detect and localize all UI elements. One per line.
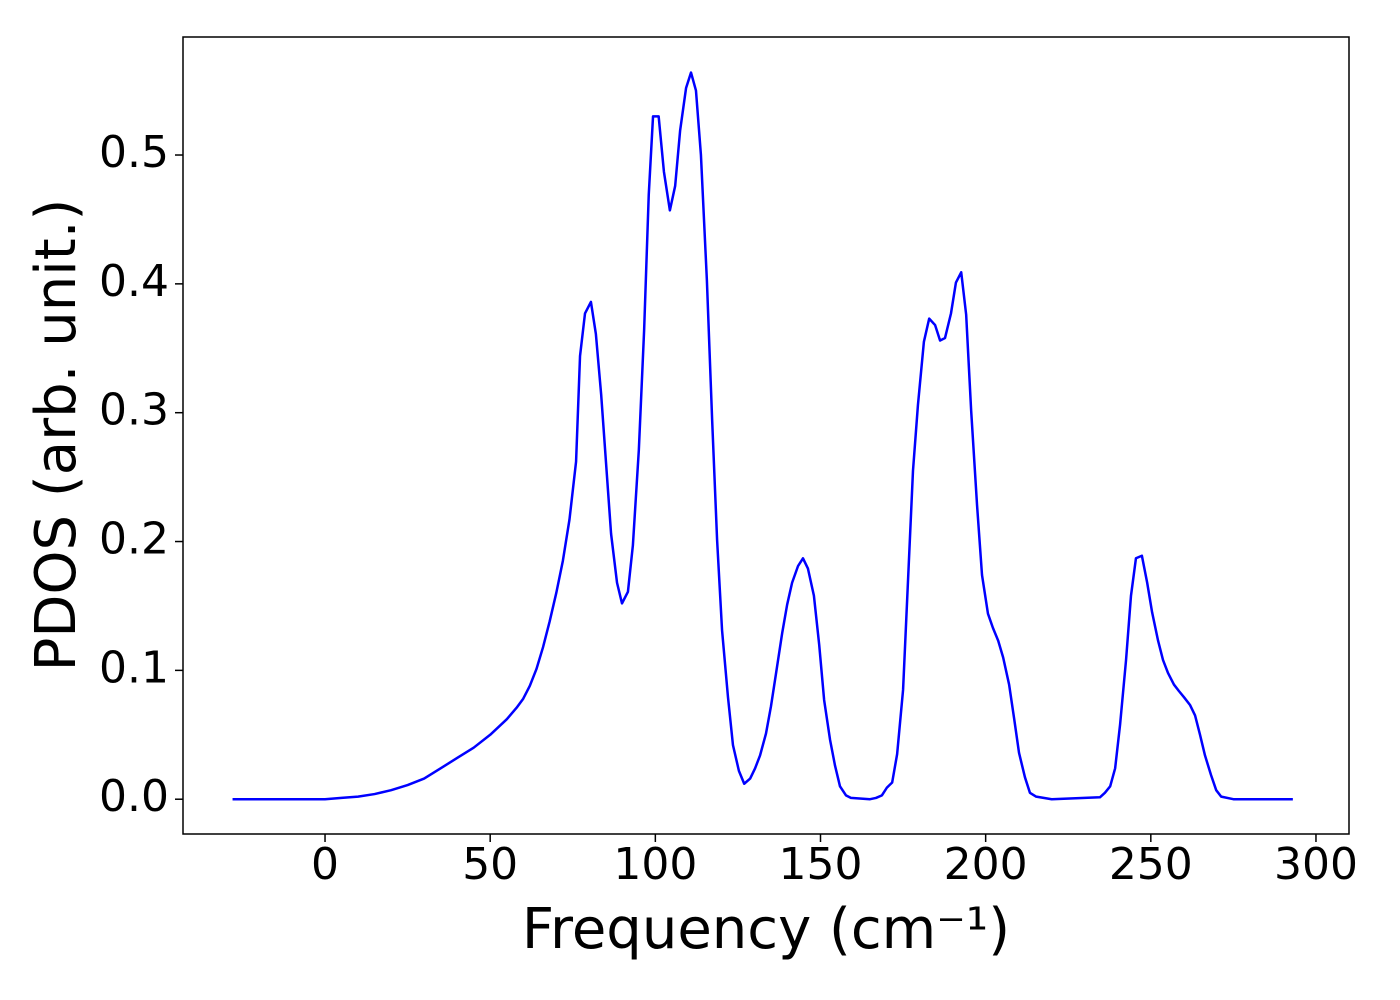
y-tick-label: 0.4 bbox=[99, 256, 169, 307]
data-line bbox=[232, 71, 1293, 801]
y-tick-label: 0.3 bbox=[99, 385, 169, 436]
y-tick-label: 0.0 bbox=[99, 771, 169, 822]
x-tick-label: 0 bbox=[311, 839, 339, 890]
x-tick-label: 250 bbox=[1109, 839, 1193, 890]
y-axis-label: PDOS (arb. unit.) bbox=[24, 199, 89, 672]
y-tick-label: 0.5 bbox=[99, 127, 169, 178]
x-tick-label: 50 bbox=[462, 839, 518, 890]
y-tick-label: 0.1 bbox=[99, 642, 169, 693]
x-tick-label: 200 bbox=[944, 839, 1028, 890]
plot-frame bbox=[182, 36, 1350, 835]
y-tick-label: 0.2 bbox=[99, 514, 169, 565]
x-tick-label: 300 bbox=[1274, 839, 1358, 890]
x-tick-label: 150 bbox=[779, 839, 863, 890]
x-axis-label: Frequency (cm⁻¹) bbox=[522, 897, 1010, 962]
x-tick-label: 100 bbox=[613, 839, 697, 890]
